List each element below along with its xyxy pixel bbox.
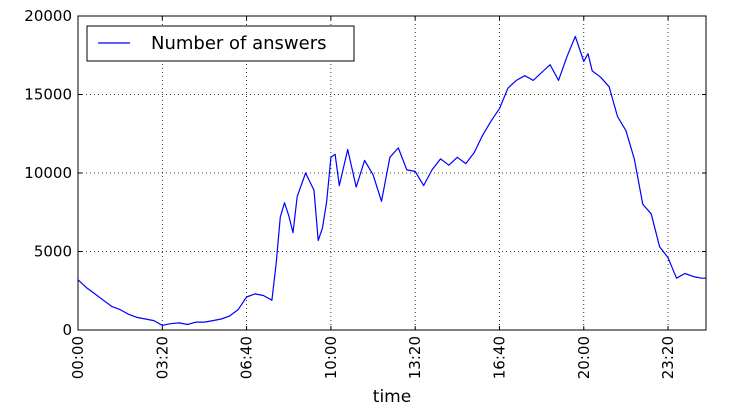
- x-tick-label: 20:00: [575, 336, 593, 379]
- y-tick-label: 5000: [34, 243, 72, 261]
- y-tick-labels: 0 5000 10000 15000 20000: [24, 7, 72, 339]
- x-tick-label: 13:20: [406, 336, 424, 379]
- x-tick-label: 23:20: [659, 336, 677, 379]
- x-tick-label: 00:00: [69, 336, 87, 379]
- y-tick-label: 15000: [24, 86, 72, 104]
- y-tick-label: 0: [62, 321, 72, 339]
- y-tick-label: 10000: [24, 164, 72, 182]
- x-axis-title: time: [373, 387, 411, 407]
- legend: Number of answers: [86, 25, 355, 62]
- x-tick-label: 10:00: [322, 336, 340, 379]
- plot-frame: [77, 15, 707, 331]
- legend-label: Number of answers: [151, 33, 327, 54]
- x-tick-label: 03:20: [153, 336, 171, 379]
- series-layer: [77, 35, 706, 326]
- x-tick-label: 06:40: [238, 336, 256, 379]
- tick-marks: [77, 15, 706, 331]
- legend-box: [86, 25, 355, 62]
- series-line: [77, 35, 706, 326]
- grid-lines: [77, 15, 706, 331]
- x-tick-labels: 00:00 03:20 06:40 10:00 13:20 16:40 20:00 23:20: [69, 336, 677, 379]
- y-tick-label: 20000: [24, 7, 72, 25]
- x-tick-label: 16:40: [490, 336, 508, 379]
